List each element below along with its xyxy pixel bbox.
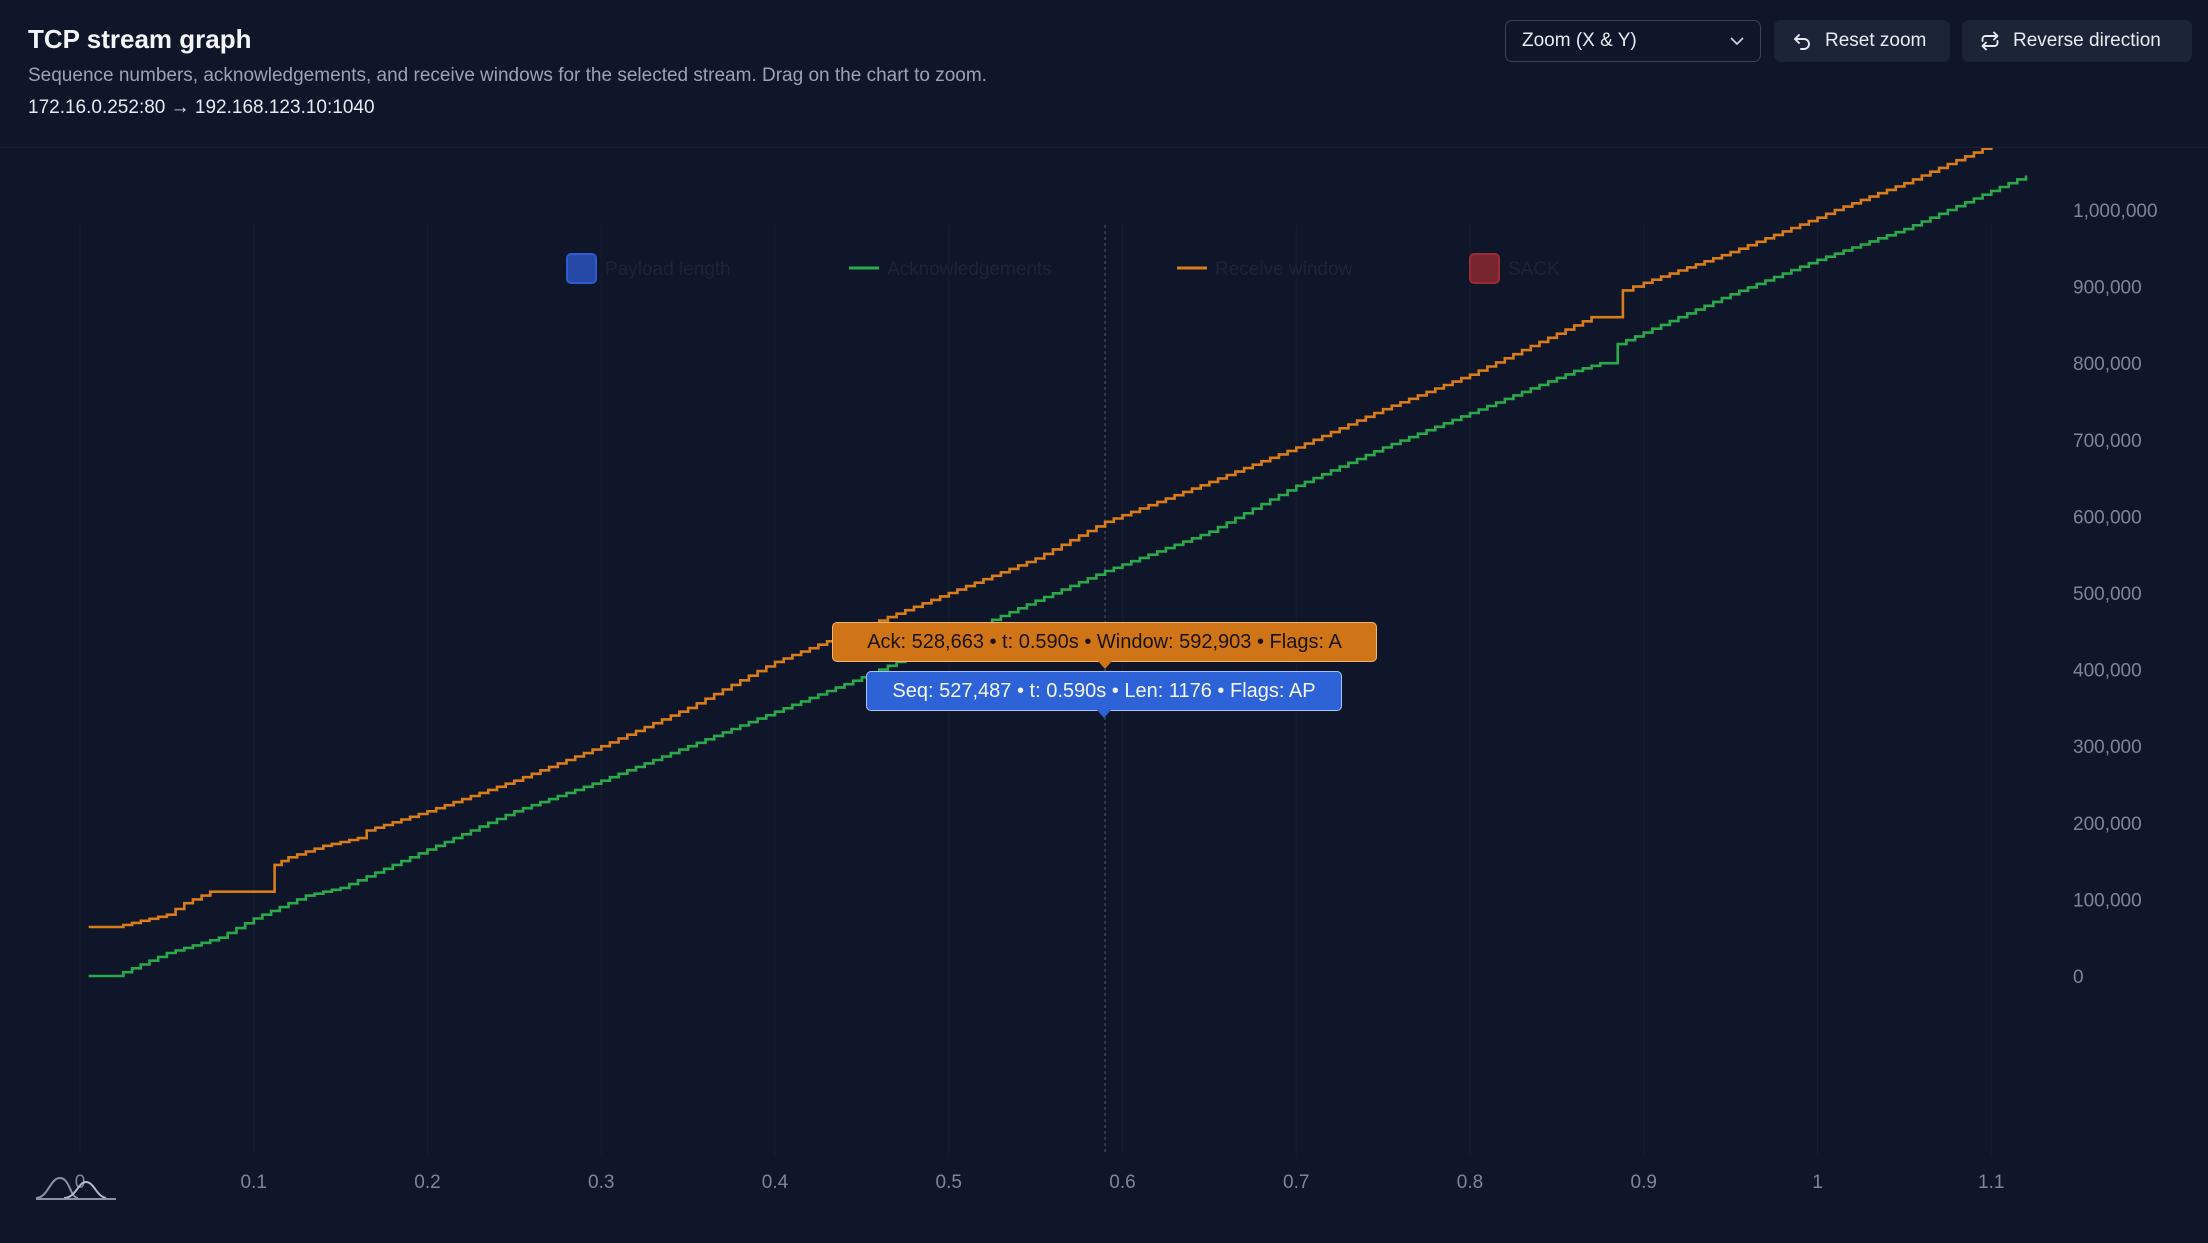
x-tick-label: 0.3 [588,1172,614,1193]
x-tick-label: 0.5 [936,1172,962,1193]
y-tick-label: 900,000 [2073,278,2142,299]
y-tick-label: 200,000 [2073,814,2142,835]
legend-label-receive-window: Receive window [1215,259,1353,280]
series-line-acknowledgements [88,175,2028,978]
x-tick-label: 1.1 [1978,1172,2004,1193]
x-tick-label: 0.4 [762,1172,789,1193]
x-tick-label: 0 [75,1172,86,1193]
y-tick-label: 0 [2073,967,2084,988]
x-tick-label: 0.7 [1283,1172,1309,1193]
x-tick-label: 0.9 [1631,1172,1657,1193]
y-tick-label: 600,000 [2073,507,2142,528]
ack-tooltip: Ack: 528,663 • t: 0.590s • Window: 592,9… [832,622,1377,669]
zoom-mode-value: Zoom (X & Y) [1522,30,1637,51]
reverse-direction-button[interactable]: Reverse direction [1962,20,2192,62]
page-subtitle: Sequence numbers, acknowledgements, and … [28,65,987,86]
reset-zoom-label: Reset zoom [1825,30,1927,51]
wave-logo-icon [34,1172,118,1207]
chevron-down-icon [1728,32,1746,50]
x-tick-label: 1 [1812,1172,1823,1193]
y-tick-label: 1,000,000 [2073,201,2158,222]
x-tick-label: 0.2 [414,1172,440,1193]
y-tick-label: 100,000 [2073,890,2142,911]
legend-swatch-sack [1469,253,1500,284]
header-bar: TCP stream graph Sequence numbers, ackno… [0,0,2208,148]
x-tick-label: 0.1 [241,1172,267,1193]
x-tick-label: 0.6 [1109,1172,1135,1193]
y-tick-label: 700,000 [2073,431,2142,452]
y-tick-label: 400,000 [2073,661,2142,682]
legend-label-acknowledgements: Acknowledgements [887,259,1052,280]
reset-zoom-button[interactable]: Reset zoom [1774,20,1950,62]
legend-label-sack: SACK [1508,259,1560,280]
page-title: TCP stream graph [28,24,252,54]
x-tick-label: 0.8 [1457,1172,1483,1193]
zoom-mode-select[interactable]: Zoom (X & Y) [1505,20,1761,62]
stream-endpoints: 172.16.0.252:80 → 192.168.123.10:1040 [28,97,375,118]
legend-label-payload-length: Payload length [605,259,731,280]
undo-icon [1791,30,1813,52]
legend-swatch-payload-length [566,253,597,284]
y-tick-label: 800,000 [2073,354,2142,375]
y-tick-label: 500,000 [2073,584,2142,605]
repeat-icon [1979,30,2001,52]
seq-tooltip: Seq: 527,487 • t: 0.590s • Len: 1176 • F… [866,671,1342,718]
series-line-receive-window [88,125,2028,929]
reverse-direction-label: Reverse direction [2013,30,2161,51]
y-tick-label: 300,000 [2073,737,2142,758]
